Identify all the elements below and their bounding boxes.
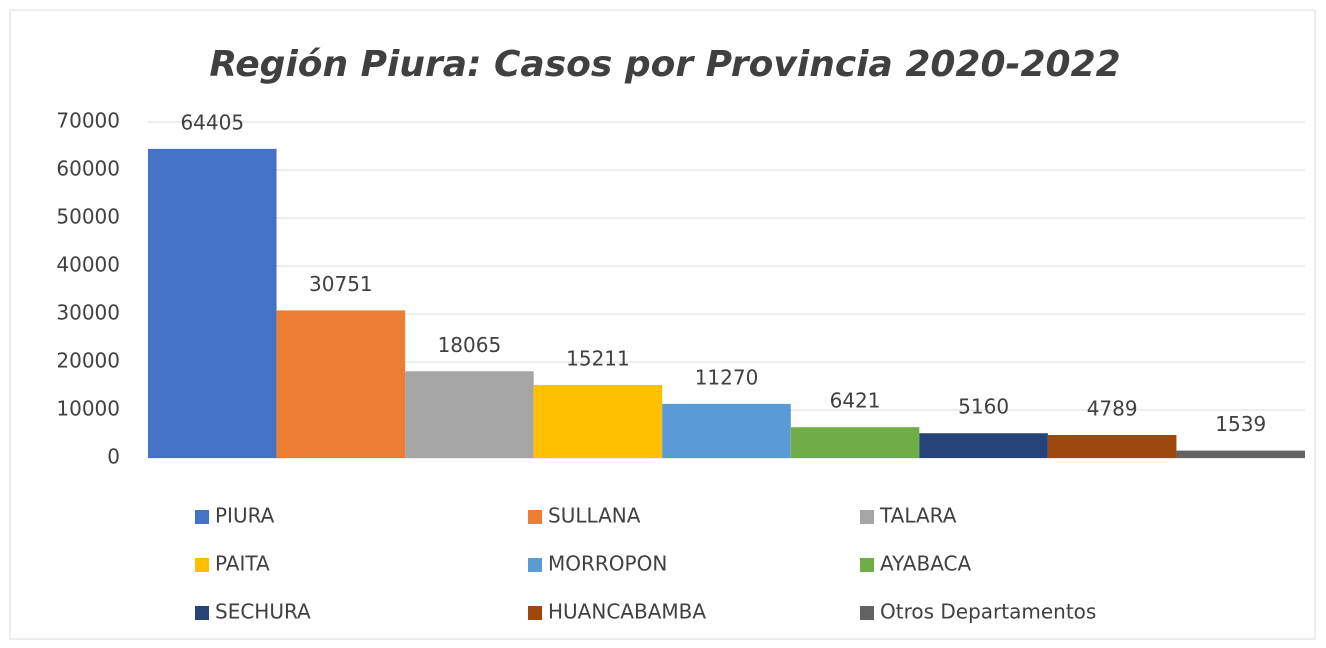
data-label: 64405 <box>180 110 244 134</box>
legend-swatch <box>860 606 874 620</box>
legend-label: SULLANA <box>548 504 641 528</box>
legend-label: Otros Departamentos <box>880 600 1096 624</box>
bar <box>662 403 791 458</box>
y-tick-label: 60000 <box>56 157 120 181</box>
legend-swatch <box>528 606 542 620</box>
data-label: 30751 <box>309 272 373 296</box>
y-tick-label: 20000 <box>56 349 120 373</box>
legend-label: PIURA <box>215 504 275 528</box>
legend-label: PAITA <box>215 552 270 576</box>
bar <box>533 384 663 458</box>
data-label: 11270 <box>695 365 759 389</box>
bar <box>790 427 920 458</box>
y-tick-label: 10000 <box>56 397 120 421</box>
legend-swatch <box>528 558 542 572</box>
y-tick-label: 50000 <box>56 205 120 229</box>
y-tick-label: 30000 <box>56 301 120 325</box>
bar <box>405 371 534 458</box>
legend-label: AYABACA <box>880 552 971 576</box>
data-label: 15211 <box>566 346 630 370</box>
legend-swatch <box>195 510 209 524</box>
bar <box>148 148 277 458</box>
legend-label: MORROPON <box>548 552 667 576</box>
data-label: 18065 <box>438 333 502 357</box>
legend-swatch <box>195 606 209 620</box>
legend-swatch <box>528 510 542 524</box>
legend-label: SECHURA <box>215 600 311 624</box>
bar <box>919 433 1048 458</box>
data-label: 4789 <box>1087 397 1138 421</box>
data-label: 6421 <box>830 389 881 413</box>
y-tick-label: 40000 <box>56 253 120 277</box>
legend-swatch <box>195 558 209 572</box>
y-tick-label: 0 <box>107 445 120 469</box>
legend-swatch <box>860 558 874 572</box>
data-label: 1539 <box>1215 412 1266 436</box>
legend-label: TALARA <box>879 504 957 528</box>
legend-label: HUANCABAMBA <box>548 600 706 624</box>
bar <box>276 310 406 458</box>
legend-swatch <box>860 510 874 524</box>
bar <box>1047 435 1177 458</box>
data-label: 5160 <box>958 395 1009 419</box>
bar <box>1176 450 1305 458</box>
y-tick-label: 70000 <box>56 109 120 133</box>
chart-title: Región Piura: Casos por Provincia 2020-2… <box>209 44 1120 85</box>
